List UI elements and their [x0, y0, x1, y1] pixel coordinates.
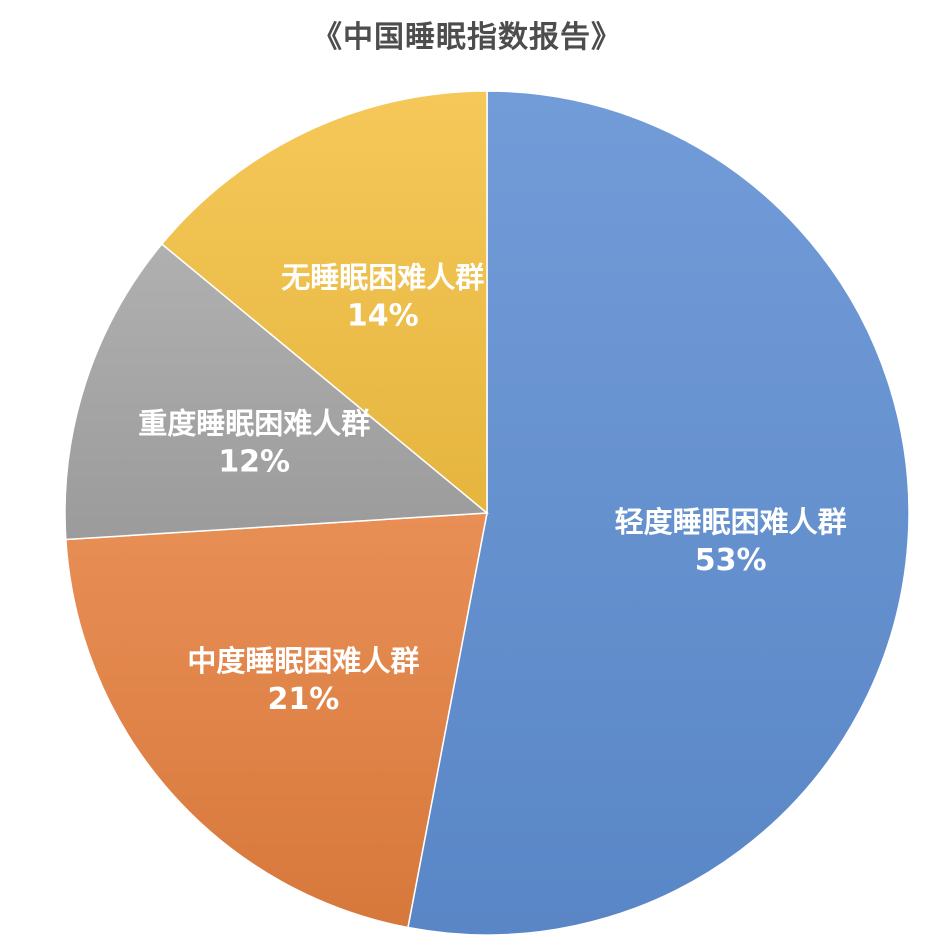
- slice-value-label-1: 53%: [695, 543, 767, 578]
- slice-label-4: 无睡眠困难人群: [281, 261, 484, 295]
- slice-value-label-2: 21%: [267, 682, 339, 717]
- pie-labels: 轻度睡眠困难人群 53% 中度睡眠困难人群 21% 重度睡眠困难人群 12% 无睡眠困难人群…: [138, 261, 846, 717]
- slice-value-label-3: 12%: [218, 444, 290, 479]
- slice-label-1: 轻度睡眠困难人群: [615, 505, 847, 539]
- pie-slice-3: [64, 242, 489, 541]
- slice-label-3: 重度睡眠困难人群: [138, 406, 370, 440]
- pie-slice-4: [160, 90, 488, 515]
- pie-slices: [64, 90, 910, 936]
- slice-value-label-4: 14%: [347, 299, 419, 334]
- pie-slice-1: [407, 90, 910, 936]
- pie-slice-2: [65, 512, 488, 929]
- chart-title: 《中国睡眠指数报告》: [312, 20, 622, 55]
- slice-label-2: 中度睡眠困难人群: [187, 644, 419, 678]
